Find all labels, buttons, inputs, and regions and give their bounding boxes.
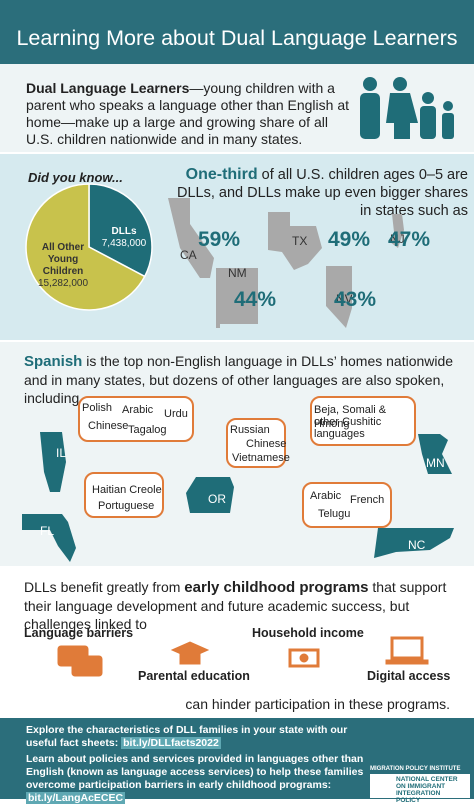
- title: Learning More about Dual Language Learne…: [16, 26, 458, 50]
- language: Portuguese: [98, 500, 155, 512]
- speech-bubble: [78, 396, 194, 442]
- language: Chinese: [88, 420, 129, 432]
- pie-category: DLLs: [111, 226, 137, 237]
- footer-text-2: Learn about policies and services provid…: [26, 753, 366, 805]
- footer-line: Learn about policies and services provid…: [26, 753, 364, 791]
- barrier: Language barriers: [24, 626, 134, 640]
- state-share: 44%: [234, 288, 277, 311]
- intro-bold: Dual Language Learners: [26, 80, 190, 96]
- one-third-text: One-third of all U.S. children ages 0–5 …: [168, 166, 468, 220]
- language: Polish: [82, 402, 112, 414]
- intro-text: Dual Language Learners—young children wi…: [26, 80, 351, 148]
- state-abbr: NJ: [390, 232, 405, 246]
- language: French: [350, 494, 385, 506]
- languages: Spanish is the top non-English language …: [0, 342, 474, 566]
- spanish-body: is the top non-English language in DLLs’…: [24, 353, 454, 406]
- pie-value-label: 7,438,000: [101, 238, 147, 249]
- intro: Dual Language Learners—young children wi…: [0, 64, 474, 152]
- language: Telugu: [318, 508, 351, 520]
- state-share: 59%: [198, 228, 241, 251]
- pie-slice: [88, 183, 153, 278]
- pie-label-others: All Other Young Children 15,282,000: [34, 242, 92, 290]
- state-share: 47%: [388, 228, 431, 251]
- language: Urdu: [164, 408, 188, 420]
- state-abbr: NV: [336, 292, 353, 306]
- barrier: Parental education: [138, 669, 250, 683]
- state-share: 43%: [334, 288, 377, 311]
- header: Learning More about Dual Language Learne…: [0, 0, 474, 64]
- state-map-shapes: [22, 432, 454, 562]
- did-you-know: Did you know... DLLs 7,438,000 All Other …: [0, 154, 474, 340]
- language: Hmong: [314, 418, 350, 430]
- closing: can hinder participation in these progra…: [185, 696, 450, 712]
- logo-top: MIGRATION POLICY INSTITUTE: [370, 766, 461, 772]
- pie-value-label: 15,282,000: [37, 278, 89, 289]
- pie-chart: [25, 183, 153, 311]
- one-third-bold: One-third: [185, 166, 258, 183]
- barrier-icons: [57, 636, 429, 677]
- programs-after: that support their language development …: [24, 579, 447, 632]
- pie-slice: [25, 183, 146, 311]
- speech-bubble: [84, 472, 164, 518]
- language: Tagalog: [128, 424, 167, 436]
- language: Russian: [230, 424, 270, 436]
- state-abbr: NM: [228, 266, 247, 280]
- footer-link[interactable]: bit.ly/DLLfacts2022: [121, 737, 221, 749]
- barrier: Household income: [252, 626, 364, 640]
- spanish-bold: Spanish: [24, 353, 83, 370]
- language: Chinese: [246, 438, 287, 450]
- barrier: Digital access: [367, 669, 451, 683]
- language: Arabic: [310, 490, 342, 502]
- state-abbr: TX: [292, 234, 308, 248]
- programs-before: DLLs benefit greatly from: [24, 579, 185, 595]
- state-label: MN: [426, 456, 445, 470]
- logo-bottom: NATIONAL CENTER ON IMMIGRANT INTEGRATION…: [370, 774, 470, 804]
- footer-text-1: Explore the characteristics of DLL famil…: [26, 724, 361, 750]
- footer-link[interactable]: bit.ly/LangAcECEC: [26, 792, 126, 804]
- pie-category: All Other Young Children: [41, 242, 85, 277]
- state-share: 49%: [328, 228, 371, 251]
- state-shapes: [168, 198, 404, 328]
- spanish-text: Spanish is the top non-English language …: [24, 352, 454, 407]
- state-label: IL: [56, 446, 67, 460]
- state-label: FL: [40, 524, 55, 538]
- one-third-body: of all U.S. children ages 0–5 are DLLs, …: [177, 167, 468, 219]
- programs-bold: early childhood programs: [184, 579, 369, 596]
- footer-line: Explore the characteristics of DLL famil…: [26, 724, 348, 749]
- language: Vietnamese: [232, 452, 290, 464]
- language: Haitian Creole: [92, 484, 162, 496]
- pie-label-dlls: DLLs 7,438,000: [98, 226, 150, 250]
- state-label: OR: [208, 492, 226, 506]
- family-icon: [360, 77, 454, 139]
- state-label: NC: [408, 538, 426, 552]
- language: Arabic: [122, 404, 154, 416]
- programs: DLLs benefit greatly from early childhoo…: [0, 568, 474, 718]
- speech-bubble: [302, 482, 392, 528]
- speech-bubble: [226, 418, 286, 468]
- footer: Explore the characteristics of DLL famil…: [0, 718, 474, 804]
- did-you-know-label: Did you know...: [28, 170, 123, 185]
- programs-text: DLLs benefit greatly from early childhoo…: [24, 578, 454, 633]
- speech-bubble: [310, 396, 416, 446]
- intro-body: —young children with a parent who speaks…: [26, 80, 350, 147]
- language: Beja, Somali & other Cushitic languages: [314, 404, 387, 440]
- state-abbr: CA: [180, 248, 197, 262]
